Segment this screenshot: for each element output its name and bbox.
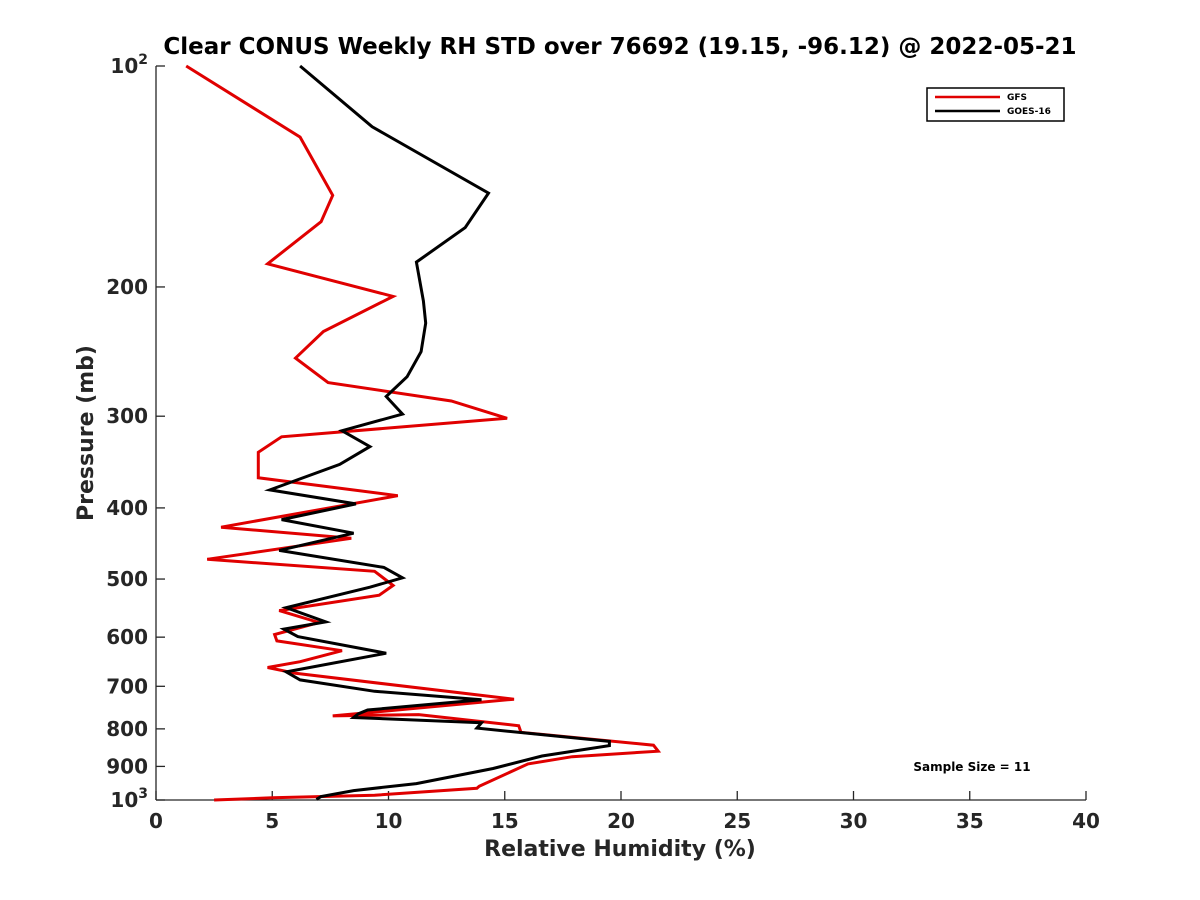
y-tick-label: 200: [106, 275, 148, 299]
x-tick-label: 5: [265, 809, 279, 833]
legend-label: GFS: [1007, 93, 1027, 103]
sample-size-annotation: Sample Size = 11: [913, 760, 1030, 774]
y-tick-base: 10: [110, 788, 138, 812]
y-tick-exponent: 3: [138, 786, 148, 802]
chart-title: Clear CONUS Weekly RH STD over 76692 (19…: [163, 34, 1076, 60]
y-tick-base: 10: [110, 54, 138, 78]
series-line-gfs: [185, 64, 662, 802]
x-tick-label: 40: [1072, 809, 1100, 833]
y-tick-exponent: 2: [138, 52, 148, 68]
axes: 0 5 10 15 20 25 30 35 40102200300400500600700800…: [106, 52, 1100, 833]
y-axis-label: Pressure (mb): [74, 345, 99, 521]
x-tick-label: 25: [723, 809, 751, 833]
legend-box: [926, 87, 1065, 122]
y-tick-label: 102: [110, 52, 148, 78]
x-tick-label: 15: [491, 809, 519, 833]
x-tick-label: 30: [840, 809, 868, 833]
series-line-goes-16: [263, 64, 611, 801]
y-tick-label: 400: [106, 496, 148, 520]
y-tick-label: 600: [106, 625, 148, 649]
legend: GFS GOES-16: [926, 87, 1065, 122]
x-tick-label: 20: [607, 809, 635, 833]
x-tick-label: 10: [375, 809, 403, 833]
y-tick-label: 700: [106, 674, 148, 698]
x-tick-label: 35: [956, 809, 984, 833]
legend-label: GOES-16: [1007, 107, 1051, 117]
y-tick-label: 900: [106, 754, 148, 778]
y-tick-label: 300: [106, 404, 148, 428]
y-tick-label: 500: [106, 567, 148, 591]
x-tick-label: 0: [149, 809, 163, 833]
x-axis-label: Relative Humidity (%): [484, 837, 756, 862]
y-tick-label: 800: [106, 717, 148, 741]
y-tick-label: 103: [110, 786, 148, 812]
plot-series: [185, 64, 662, 802]
